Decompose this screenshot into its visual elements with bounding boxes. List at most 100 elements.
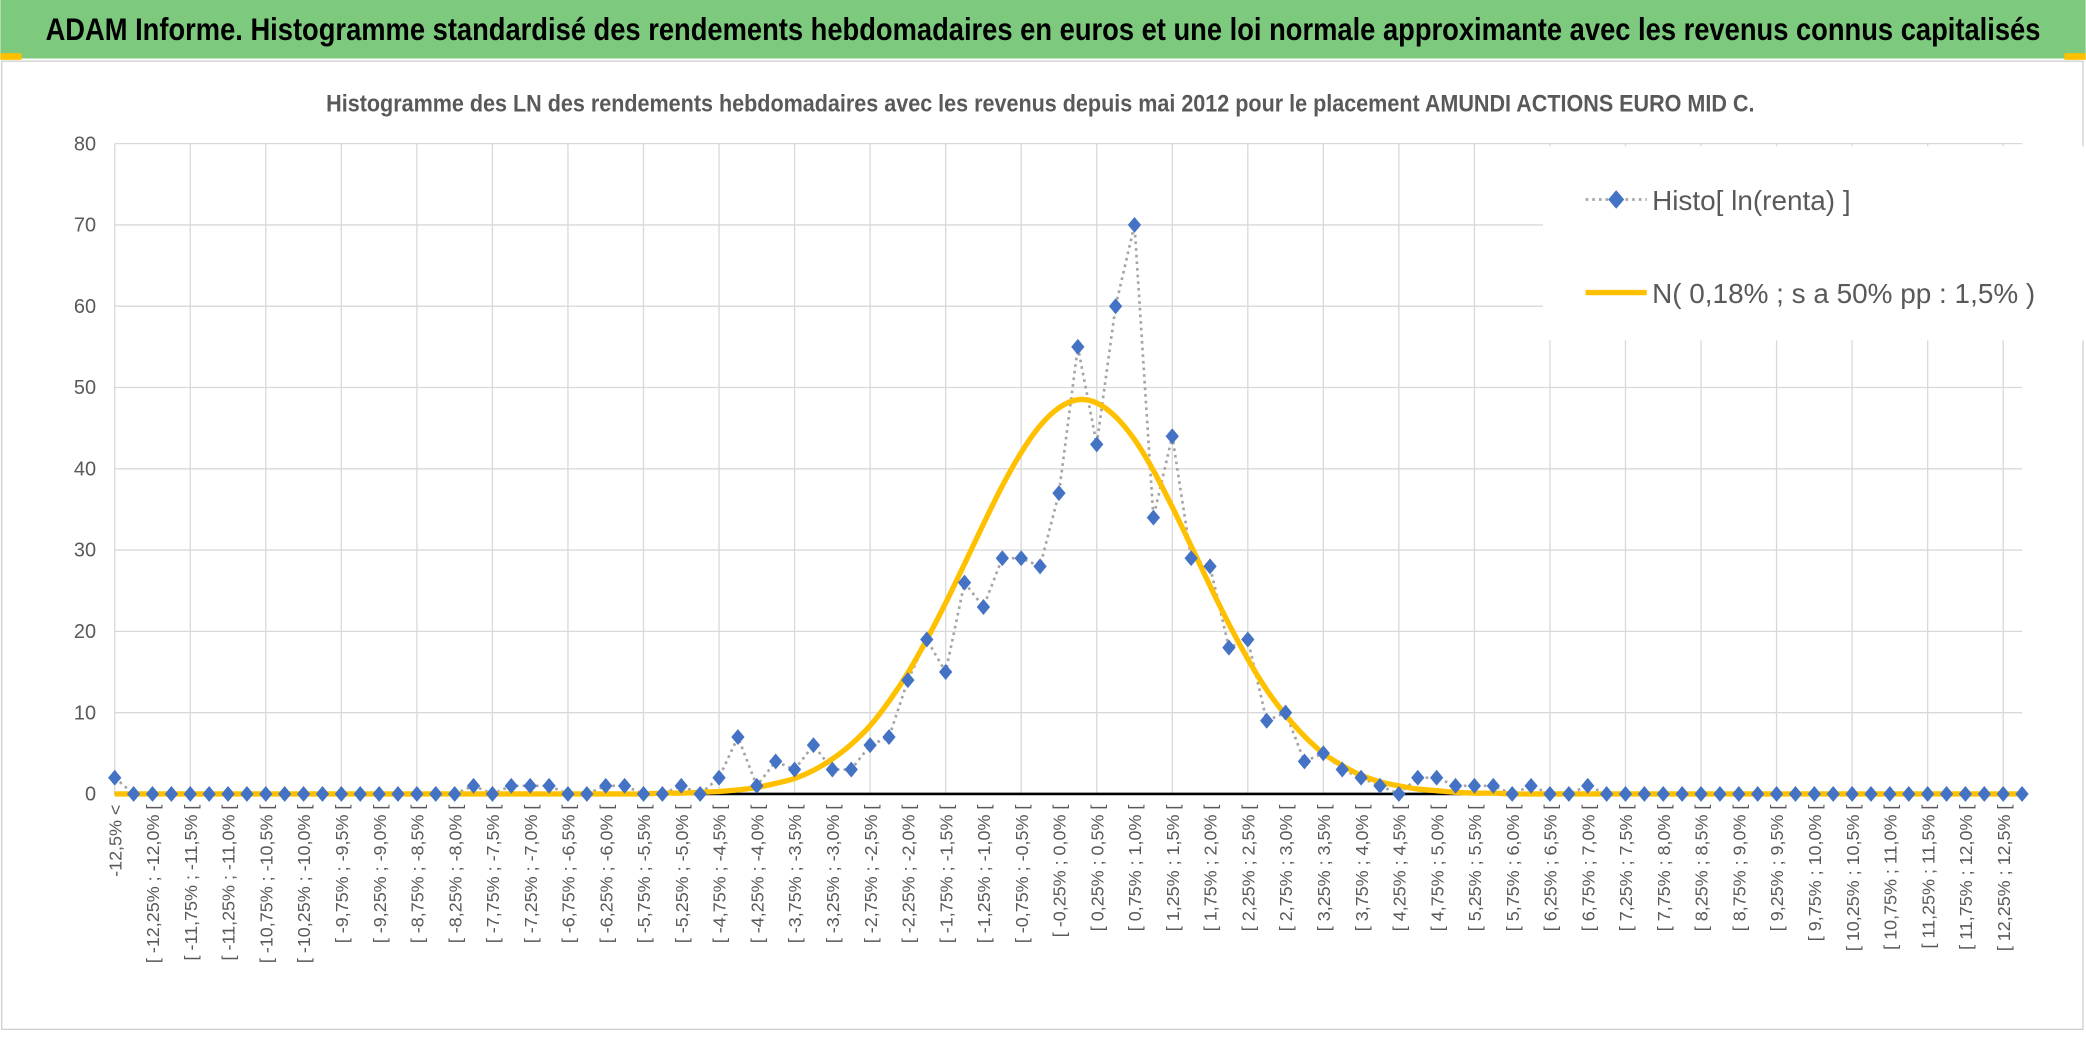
x-tick-label: [ -4,25% ; -4,0% [ <box>747 805 767 944</box>
histo-point <box>1939 785 1954 802</box>
histo-point <box>1769 785 1784 802</box>
x-tick-label: [ -6,25% ; -6,0% [ <box>596 805 616 944</box>
histo-point <box>1505 785 1519 802</box>
histo-point <box>1127 216 1142 233</box>
x-tick-label: [ 5,75% ; 6,0% [ <box>1503 805 1523 932</box>
histo-point <box>561 785 575 802</box>
y-tick-label: 70 <box>74 215 96 237</box>
histo-point <box>372 785 386 802</box>
x-tick-label: [ -10,75% ; -10,5% [ <box>256 805 276 964</box>
histo-point <box>1448 777 1463 794</box>
x-tick-label: [ 11,25% ; 11,5% [ <box>1918 805 1938 949</box>
corner <box>2064 53 2086 60</box>
histo-point <box>1467 777 1482 794</box>
legend-label: Histo[ ln(renta) ] <box>1652 185 1851 216</box>
y-tick-label: 40 <box>74 458 96 480</box>
histo-point <box>1694 785 1708 802</box>
histo-point <box>2015 785 2029 802</box>
histo-point <box>410 785 424 802</box>
y-tick-label: 0 <box>85 784 96 806</box>
histo-point <box>674 777 688 794</box>
x-tick-label: [ -7,75% ; -7,5% [ <box>483 805 503 944</box>
histo-point <box>202 785 216 802</box>
x-tick-label: [ 10,75% ; 11,0% [ <box>1881 805 1901 950</box>
histo-point <box>995 550 1009 567</box>
x-tick-label: [ -3,75% ; -3,5% [ <box>785 805 805 944</box>
x-tick-label: [ 3,75% ; 4,0% [ <box>1352 805 1372 932</box>
x-tick-label: [ 11,75% ; 12,0% [ <box>1956 805 1976 950</box>
x-tick-label: [ -0,25% ; 0,0% [ <box>1050 805 1070 938</box>
histo-point <box>1373 777 1387 794</box>
histo-point <box>1524 777 1538 794</box>
legend-box <box>1543 146 2086 341</box>
chart-frame <box>1 60 2084 1031</box>
x-tick-label: [ -12,25% ; -12,0% [ <box>143 805 163 964</box>
histo-point <box>882 729 896 746</box>
histo-point <box>259 785 273 802</box>
histo-point <box>183 785 197 802</box>
chart-title: Histogramme des LN des rendements hebdom… <box>326 91 1754 118</box>
histo-point <box>429 785 443 802</box>
histo-point <box>580 785 594 802</box>
histo-point <box>1618 785 1633 802</box>
histo-point <box>1713 785 1727 802</box>
histo-point <box>1297 753 1312 770</box>
histo-point <box>1033 558 1047 575</box>
histo-point <box>1335 761 1349 778</box>
histo-point <box>1845 785 1859 802</box>
histo-point <box>1958 785 1973 802</box>
histo-point <box>731 729 745 746</box>
x-tick-label: [ -7,25% ; -7,0% [ <box>521 805 541 944</box>
histo-point <box>1278 704 1293 721</box>
histo-point <box>844 761 858 778</box>
x-tick-label: [ 10,25% ; 10,5% [ <box>1843 805 1863 952</box>
x-tick-label: [ 8,25% ; 8,5% [ <box>1692 805 1712 932</box>
x-tick-label: [ -4,75% ; -4,5% [ <box>710 805 730 944</box>
x-tick-label: [ 5,25% ; 5,5% [ <box>1465 805 1485 932</box>
histo-point <box>1543 785 1557 802</box>
x-tick-label: [ -0,75% ; -0,5% [ <box>1012 805 1032 944</box>
histo-point <box>1826 785 1840 802</box>
histo-point <box>315 785 330 802</box>
histo-point <box>1071 338 1085 355</box>
x-tick-label: [ 4,25% ; 4,5% [ <box>1390 805 1410 932</box>
histo-point <box>976 599 991 615</box>
x-tick-label: [ -5,25% ; -5,0% [ <box>672 805 692 944</box>
x-tick-label: [ 7,75% ; 8,0% [ <box>1654 805 1674 932</box>
histo-point <box>1751 785 1765 802</box>
x-tick-label: [ 9,75% ; 10,0% [ <box>1805 805 1825 942</box>
histo-point <box>221 785 235 802</box>
y-tick-label: 50 <box>74 377 96 399</box>
histo-point <box>1354 769 1368 786</box>
histo-point <box>1203 558 1217 575</box>
header-title: ADAM Informe. Histogramme standardisé de… <box>46 11 2041 47</box>
x-tick-label: [ 3,25% ; 3,5% [ <box>1314 805 1334 932</box>
x-tick-label: [ 9,25% ; 9,5% [ <box>1767 805 1787 932</box>
histo-point <box>485 785 500 802</box>
x-tick-label: [ -5,75% ; -5,5% [ <box>634 805 654 944</box>
histo-point <box>863 737 877 754</box>
histo-point <box>523 777 537 794</box>
histo-point <box>391 785 405 802</box>
x-tick-label: [ -10,25% ; -10,0% [ <box>294 805 314 964</box>
histo-point <box>334 785 348 802</box>
histo-point <box>825 761 839 778</box>
y-tick-label: 10 <box>74 702 96 724</box>
x-tick-label: [ -6,75% ; -6,5% [ <box>559 805 579 944</box>
histo-point <box>448 785 462 802</box>
y-tick-label: 80 <box>74 133 96 155</box>
histo-point <box>1637 785 1652 802</box>
legend-label: N( 0,18% ; s a 50% pp : 1,5% ) <box>1652 278 2035 309</box>
histo-point <box>1392 785 1406 802</box>
histo-point <box>750 777 764 794</box>
x-tick-label: [ 0,75% ; 1,0% [ <box>1125 805 1145 932</box>
histo-point <box>1581 777 1595 794</box>
corner <box>0 53 22 60</box>
x-tick-label: [ 12,25% ; 12,5% [ <box>1994 805 2014 952</box>
y-tick-label: 20 <box>74 621 96 643</box>
histo-point <box>1883 785 1897 802</box>
x-tick-label: [ -3,25% ; -3,0% [ <box>823 805 843 944</box>
x-tick-label: [ 8,75% ; 9,0% [ <box>1729 805 1749 932</box>
